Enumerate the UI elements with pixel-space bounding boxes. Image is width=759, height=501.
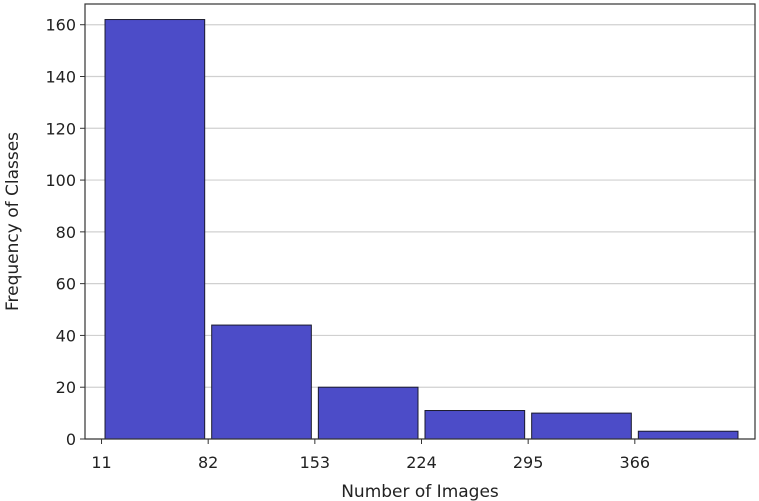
y-tick-label: 120 <box>45 119 76 138</box>
histogram-bar <box>424 410 526 440</box>
y-axis-ticks: 0 20 40 60 80 100 120 140 160 <box>45 16 85 449</box>
histogram-bar <box>104 19 206 440</box>
plot-frame <box>84 3 756 440</box>
x-tick-label: 153 <box>300 453 331 472</box>
histogram-bar <box>531 412 632 440</box>
x-tick-label: 295 <box>513 453 544 472</box>
y-tick-label: 140 <box>45 68 76 87</box>
y-tick-label: 100 <box>45 171 76 190</box>
y-tick-label: 80 <box>56 223 76 242</box>
x-tick-label: 366 <box>620 453 651 472</box>
y-tick-label: 160 <box>45 16 76 35</box>
x-tick-label: 11 <box>91 453 111 472</box>
histogram-bar <box>637 430 739 440</box>
y-tick-label: 0 <box>66 430 76 449</box>
bars <box>104 19 739 440</box>
y-axis-label: Frequency of Classes <box>3 132 23 311</box>
x-axis-ticks: 11 82 153 224 295 366 <box>91 439 650 472</box>
y-tick-label: 60 <box>56 275 76 294</box>
histogram-bar <box>211 324 312 440</box>
x-axis-label: Number of Images <box>341 482 499 501</box>
y-tick-label: 20 <box>56 378 76 397</box>
y-tick-label: 40 <box>56 326 76 345</box>
x-tick-label: 82 <box>198 453 218 472</box>
histogram-bar <box>317 386 419 440</box>
x-tick-label: 224 <box>406 453 437 472</box>
